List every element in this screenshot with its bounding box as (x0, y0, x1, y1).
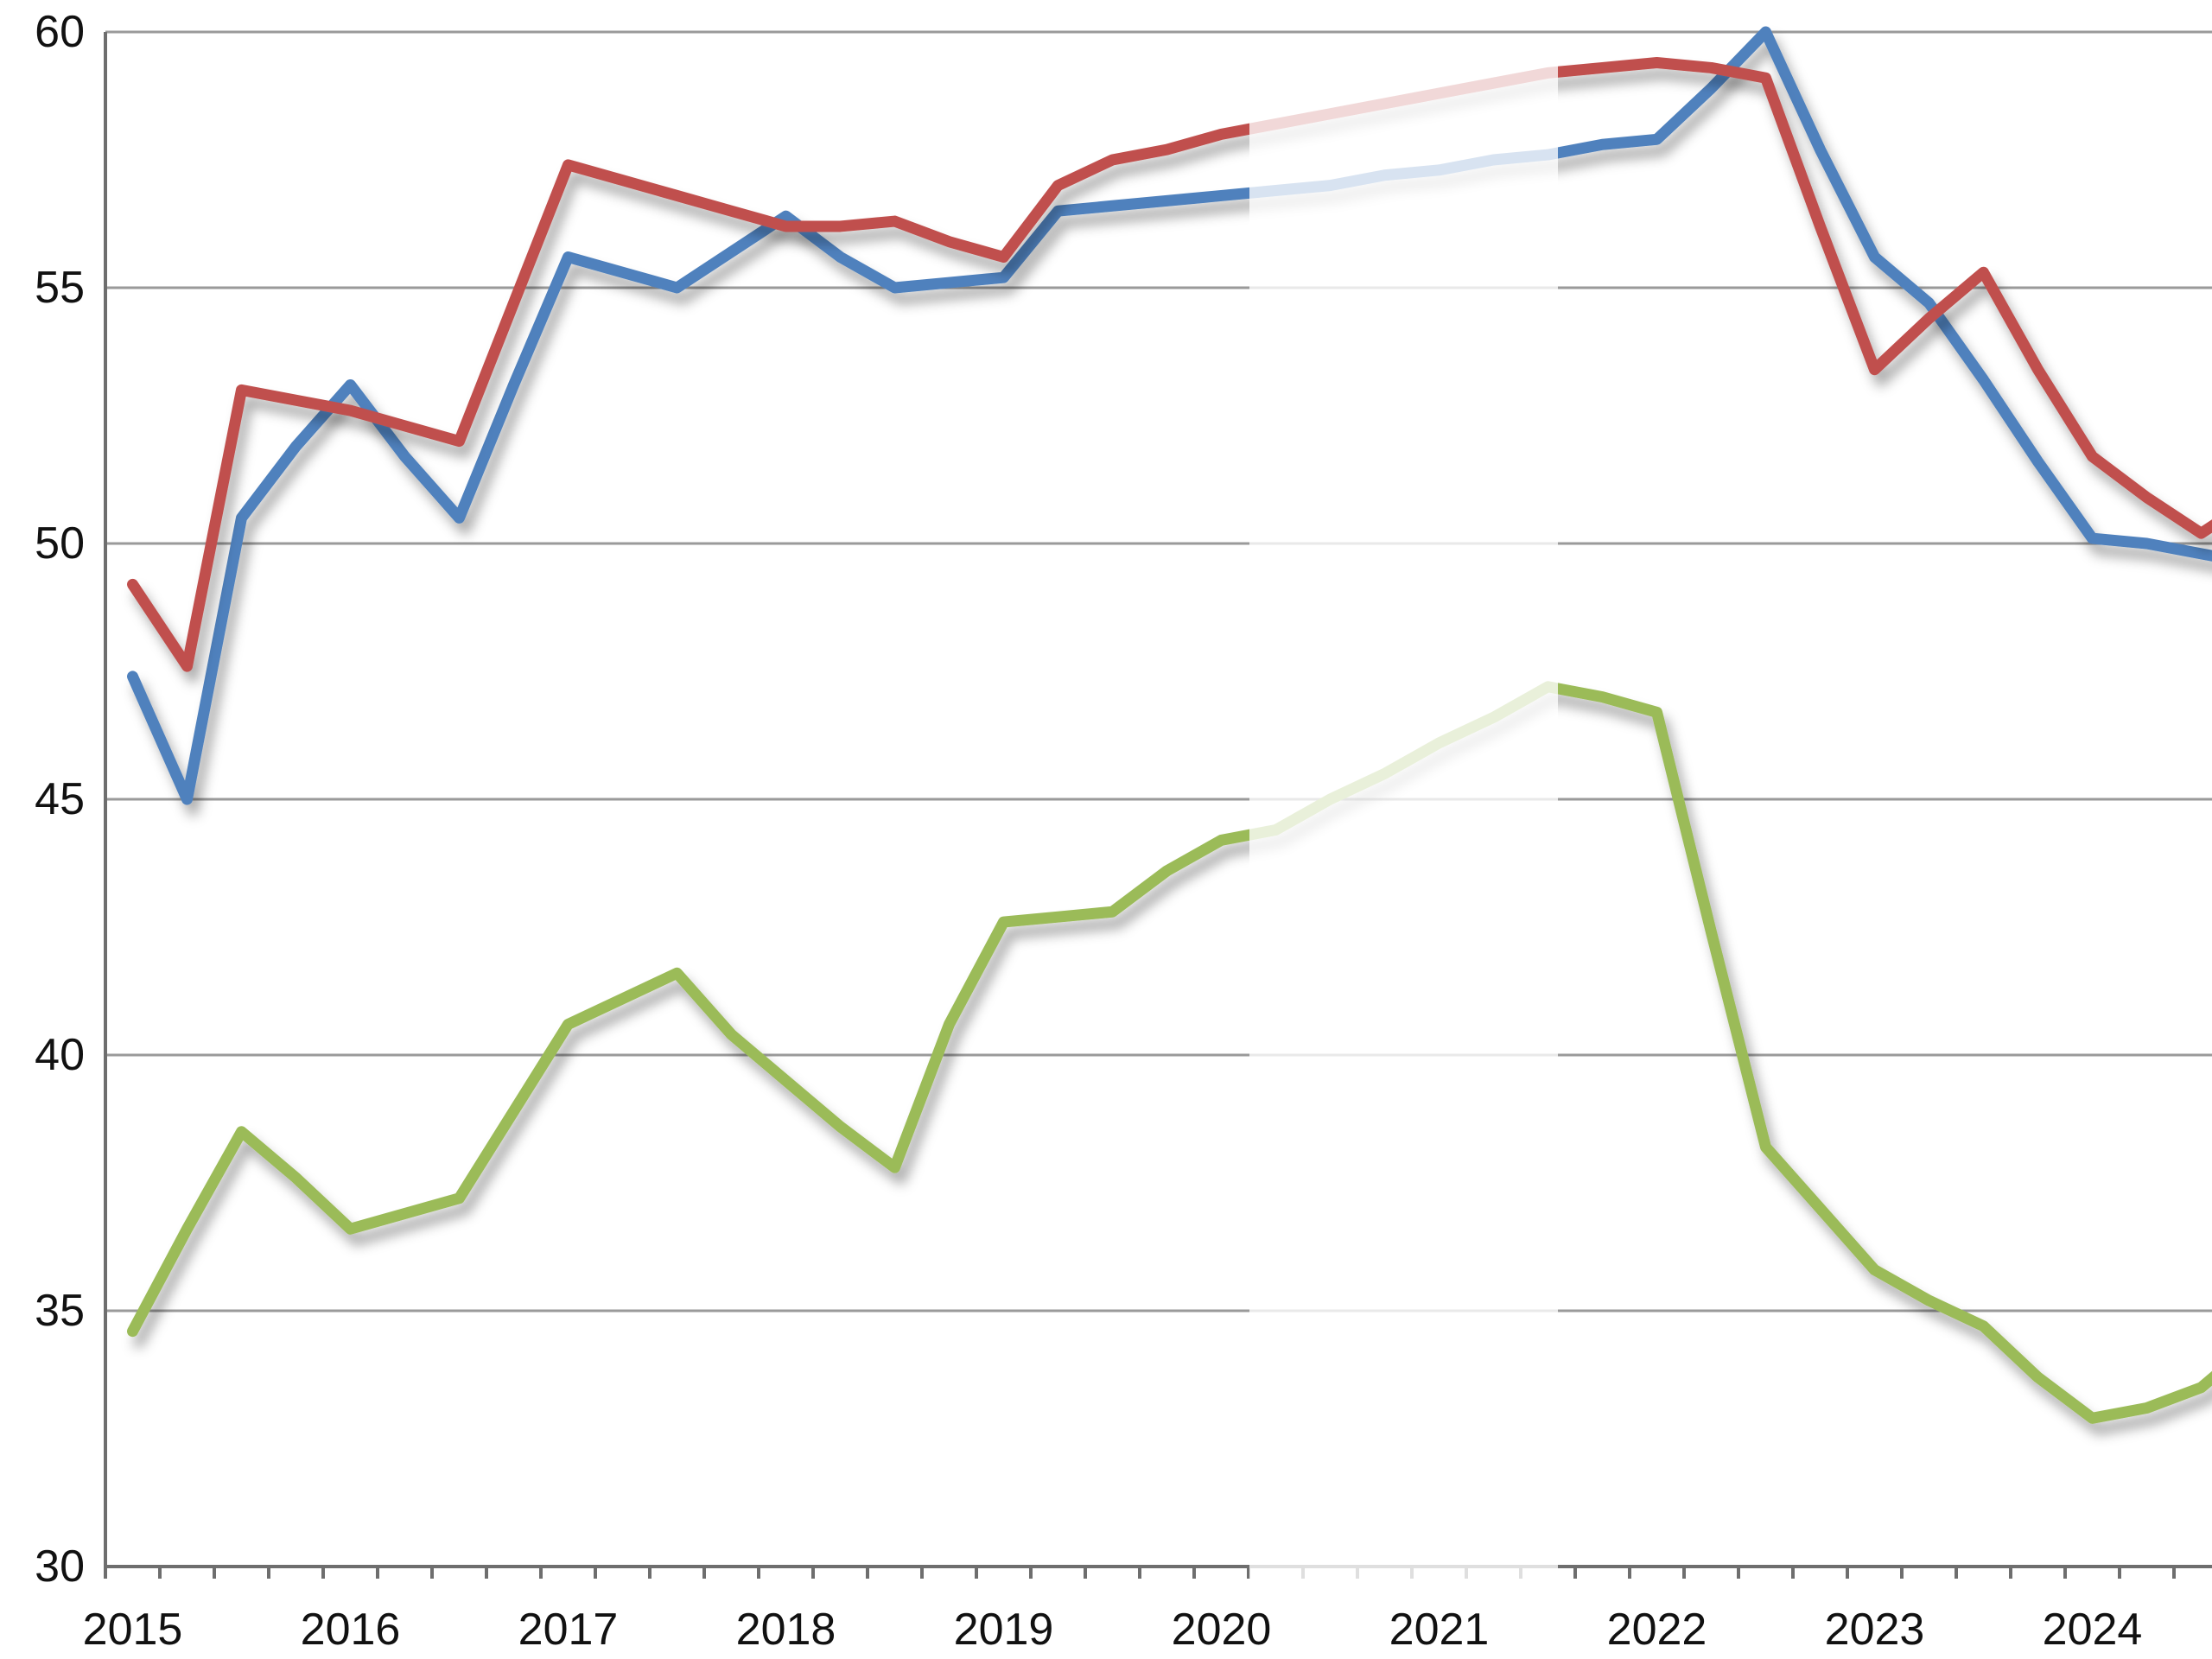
x-tick-label-2016: 2016 (301, 1605, 401, 1655)
y-tick-label-50: 50 (35, 518, 85, 569)
x-tick-label-2015: 2015 (83, 1605, 183, 1655)
blue-series-line (127, 26, 2212, 805)
x-tick-label-2021: 2021 (1389, 1605, 1490, 1655)
y-tick-label-30: 30 (35, 1541, 85, 1592)
y-tick-label-60: 60 (35, 7, 85, 57)
x-tick-label-2018: 2018 (736, 1605, 836, 1655)
red-series-line (127, 57, 2212, 672)
y-tick-label-40: 40 (35, 1030, 85, 1080)
faded-data-band (1249, 36, 1558, 1592)
green-series-line (127, 681, 2212, 1424)
x-tick-label-2019: 2019 (954, 1605, 1054, 1655)
x-tick-label-2017: 2017 (518, 1605, 619, 1655)
y-tick-label-35: 35 (35, 1286, 85, 1336)
x-tick-label-2023: 2023 (1825, 1605, 1925, 1655)
y-tick-label-45: 45 (35, 774, 85, 824)
x-tick-label-2022: 2022 (1607, 1605, 1707, 1655)
x-tick-label-2020: 2020 (1172, 1605, 1272, 1655)
x-tick-label-2024: 2024 (2043, 1605, 2143, 1655)
y-tick-label-55: 55 (35, 263, 85, 313)
